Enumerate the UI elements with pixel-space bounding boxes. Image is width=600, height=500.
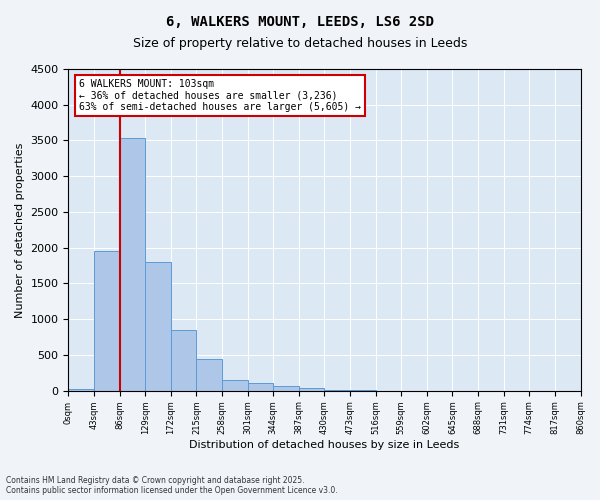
Bar <box>68 388 94 390</box>
Text: 6, WALKERS MOUNT, LEEDS, LS6 2SD: 6, WALKERS MOUNT, LEEDS, LS6 2SD <box>166 15 434 29</box>
Bar <box>145 262 171 390</box>
Bar <box>196 360 222 390</box>
Y-axis label: Number of detached properties: Number of detached properties <box>15 142 25 318</box>
Bar <box>171 330 196 390</box>
Text: 6 WALKERS MOUNT: 103sqm
← 36% of detached houses are smaller (3,236)
63% of semi: 6 WALKERS MOUNT: 103sqm ← 36% of detache… <box>79 78 361 112</box>
Bar <box>222 380 248 390</box>
Bar <box>94 252 119 390</box>
Text: Size of property relative to detached houses in Leeds: Size of property relative to detached ho… <box>133 38 467 51</box>
Bar <box>119 138 145 390</box>
Bar <box>248 383 273 390</box>
X-axis label: Distribution of detached houses by size in Leeds: Distribution of detached houses by size … <box>190 440 460 450</box>
Bar <box>299 388 325 390</box>
Bar <box>273 386 299 390</box>
Text: Contains HM Land Registry data © Crown copyright and database right 2025.
Contai: Contains HM Land Registry data © Crown c… <box>6 476 338 495</box>
